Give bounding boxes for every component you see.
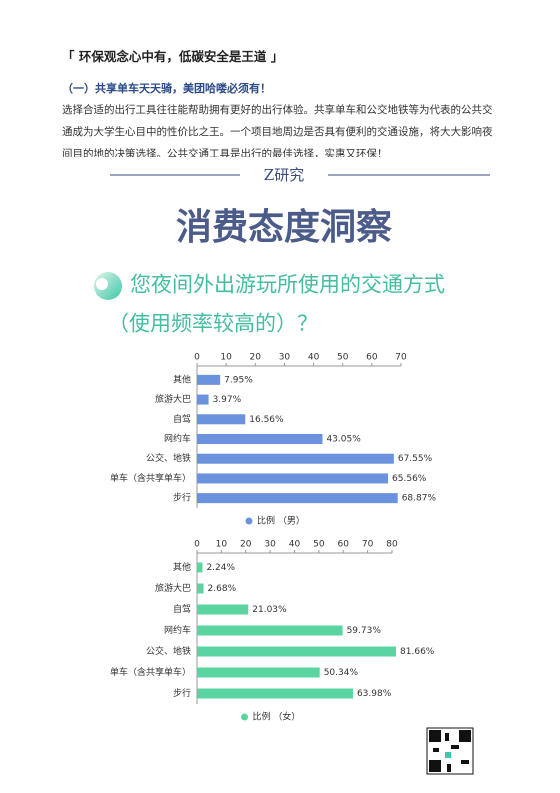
- x-tick-label: 30: [264, 540, 276, 550]
- bar: [197, 646, 397, 657]
- y-tick-label: 其他: [173, 561, 191, 573]
- bar: [197, 453, 394, 464]
- bar: [197, 493, 398, 504]
- bar: [197, 434, 323, 444]
- banner-title: 消费态度洞察: [176, 206, 392, 248]
- bar: [197, 667, 320, 678]
- x-tick-label: 60: [366, 353, 378, 363]
- bar: [197, 473, 389, 484]
- bar: [197, 374, 221, 385]
- bar: [197, 562, 203, 573]
- y-tick-label: 单车（含共享单车）: [110, 666, 191, 678]
- banner-label: Z研究: [264, 166, 304, 184]
- x-tick-label: 50: [337, 353, 349, 363]
- value-label: 2.24%: [206, 563, 235, 573]
- x-tick-label: 30: [279, 353, 291, 363]
- bar: [197, 625, 343, 636]
- qr-code: [426, 727, 474, 775]
- value-label: 59.73%: [347, 626, 382, 636]
- y-tick-label: 自驾: [173, 413, 191, 425]
- value-label: 43.05%: [326, 435, 361, 445]
- bar: [197, 414, 246, 425]
- value-label: 16.56%: [249, 415, 284, 425]
- value-label: 81.66%: [400, 647, 435, 657]
- y-tick-label: 步行: [173, 492, 191, 504]
- x-tick-label: 20: [250, 353, 262, 363]
- icon: [96, 278, 108, 290]
- value-label: 67.55%: [398, 454, 433, 464]
- x-tick-label: 70: [362, 540, 374, 550]
- x-tick-label: 0: [194, 540, 200, 550]
- legend-label: 比例 （女）: [253, 711, 301, 723]
- value-label: 3.97%: [213, 395, 242, 405]
- paragraph: 选择合适的出行工具往往能帮助拥有更好的出行体验。共享单车和公交地铁等为代表的公共…: [62, 104, 493, 157]
- x-tick-label: 80: [386, 540, 398, 550]
- bar: [197, 394, 209, 405]
- legend-marker: [245, 517, 253, 525]
- value-label: 68.87%: [402, 494, 437, 504]
- legend-marker: [241, 713, 248, 721]
- y-tick-label: 其他: [173, 373, 191, 385]
- bar: [197, 604, 249, 615]
- y-tick-label: 步行: [173, 687, 191, 699]
- y-tick-label: 单车（含共享单车）: [110, 472, 191, 484]
- y-tick-label: 公交、地铁: [146, 645, 191, 657]
- y-tick-label: 旅游大巴: [155, 393, 191, 405]
- y-tick-label: 网约车: [164, 624, 191, 636]
- x-tick-label: 10: [220, 353, 232, 363]
- x-tick-label: 50: [313, 540, 325, 550]
- x-tick-label: 70: [395, 353, 407, 363]
- y-tick-label: 旅游大巴: [155, 582, 191, 594]
- y-tick-label: 自驾: [173, 603, 191, 615]
- value-label: 2.68%: [208, 584, 237, 594]
- section-title: 「 环保观念心中有，低碳安全是王道 」: [62, 49, 284, 64]
- legend-label: 比例 （男）: [257, 515, 305, 527]
- x-tick-label: 20: [240, 540, 252, 550]
- question: （使用频率较高的）？: [108, 312, 318, 336]
- question: 您夜间外出游玩所使用的交通方式: [130, 273, 445, 297]
- bar: [197, 688, 353, 699]
- y-tick-label: 公交、地铁: [146, 452, 191, 464]
- x-tick-label: 40: [308, 353, 320, 363]
- x-tick-label: 40: [289, 540, 301, 550]
- value-label: 7.95%: [224, 375, 253, 385]
- value-label: 63.98%: [357, 689, 392, 699]
- y-tick-label: 网约车: [164, 433, 191, 445]
- x-tick-label: 0: [194, 353, 200, 363]
- subtitle: （一）共享单车天天骑，美团哈喽必须有！: [62, 82, 271, 95]
- bar: [197, 583, 204, 594]
- x-tick-label: 10: [216, 540, 228, 550]
- value-label: 21.03%: [252, 605, 287, 615]
- x-tick-label: 60: [338, 540, 350, 550]
- value-label: 65.56%: [392, 474, 427, 484]
- value-label: 50.34%: [324, 668, 359, 678]
